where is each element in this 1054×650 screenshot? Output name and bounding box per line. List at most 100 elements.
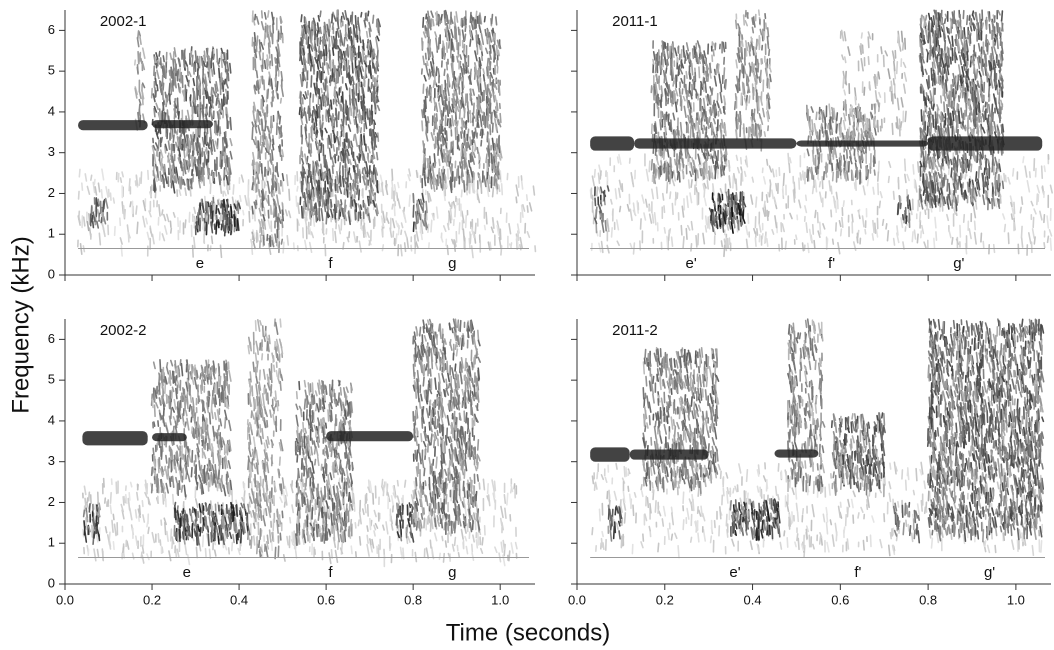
spectral-streak (433, 113, 436, 122)
spectral-streak (376, 74, 379, 81)
spectral-streak (345, 163, 349, 173)
spectral-streak (195, 142, 199, 156)
spectral-streak (225, 216, 228, 224)
spectral-streak (685, 70, 688, 80)
spectral-streak (343, 36, 346, 47)
spectral-streak (453, 240, 457, 247)
spectral-streak (487, 138, 491, 151)
spectral-streak (341, 12, 346, 20)
spectral-streak (435, 37, 439, 51)
spectral-streak (488, 31, 493, 43)
spectral-streak (305, 123, 308, 132)
spectral-streak (381, 228, 384, 237)
spectral-streak (441, 135, 445, 146)
spectral-streak (276, 80, 279, 92)
spectral-streak (364, 60, 368, 68)
spectral-streak (315, 110, 319, 119)
spectral-streak (927, 12, 931, 21)
spectral-streak (225, 73, 229, 84)
spectral-streak (138, 98, 142, 106)
spectral-streak (377, 18, 381, 28)
spectral-streak (251, 126, 254, 141)
spectral-streak (455, 168, 459, 182)
spectral-streak (692, 159, 697, 170)
spectral-streak (735, 191, 738, 202)
y-axis-label: Frequency (kHz) (7, 236, 34, 413)
spectral-streak (715, 211, 718, 218)
spectral-streak (316, 29, 319, 38)
spectral-streak (232, 184, 235, 195)
spectral-streak (500, 245, 503, 256)
spectral-streak (206, 165, 210, 175)
spectral-streak (464, 214, 468, 229)
spectral-streak (600, 240, 604, 254)
spectral-streak (340, 124, 343, 131)
spectral-streak (715, 155, 719, 169)
spectral-streak (768, 184, 772, 198)
spectral-streak (499, 170, 502, 183)
spectral-streak (142, 63, 146, 71)
spectral-streak (200, 210, 204, 222)
spectral-streak (892, 190, 895, 200)
spectral-streak (676, 162, 679, 174)
spectral-streak (679, 68, 684, 75)
spectral-streak (686, 148, 690, 156)
spectral-streak (425, 200, 428, 214)
spectral-streak (362, 100, 366, 111)
spectral-streak (403, 212, 407, 223)
spectral-streak (335, 107, 338, 118)
spectral-streak (781, 223, 785, 233)
spectral-streak (190, 134, 193, 145)
spectral-streak (201, 104, 205, 118)
spectral-streak (121, 171, 124, 178)
spectral-streak (721, 164, 725, 176)
spectral-streak (463, 107, 466, 119)
spectral-streak (347, 59, 350, 69)
spectral-streak (679, 163, 682, 172)
spectral-streak (745, 225, 749, 236)
spectral-streak (270, 53, 274, 67)
spectral-streak (650, 158, 654, 171)
spectral-streak (134, 180, 137, 187)
spectral-streak (220, 47, 224, 54)
spectral-streak (281, 181, 284, 192)
spectral-streak (739, 113, 742, 126)
spectral-streak (447, 39, 451, 49)
spectral-streak (142, 199, 147, 212)
spectral-streak (432, 18, 435, 27)
spectral-streak (96, 209, 101, 221)
spectral-streak (222, 208, 225, 223)
spectral-streak (421, 109, 424, 119)
spectral-streak (659, 165, 662, 178)
spectral-streak (362, 93, 365, 105)
spectral-streak (325, 158, 329, 171)
spectral-streak (265, 89, 268, 103)
spectral-streak (959, 92, 962, 99)
spectral-streak (308, 143, 311, 150)
spectral-streak (689, 90, 693, 100)
spectral-streak (478, 56, 482, 67)
spectral-streak (1036, 184, 1041, 194)
spectral-streak (370, 155, 374, 165)
spectral-streak (497, 153, 502, 161)
spectral-streak (220, 202, 223, 209)
spectral-streak (684, 83, 688, 95)
spectral-streak (748, 50, 751, 57)
spectral-streak (361, 87, 366, 99)
spectral-streak (643, 212, 647, 221)
spectral-streak (276, 194, 280, 207)
spectral-streak (457, 26, 460, 36)
spectral-streak (485, 153, 488, 164)
spectral-streak (271, 233, 275, 245)
spectral-streak (690, 243, 693, 252)
spectral-streak (670, 58, 673, 67)
spectral-streak (313, 82, 317, 96)
spectral-streak (829, 116, 832, 130)
spectral-streak (435, 102, 439, 113)
spectral-streak (709, 121, 712, 128)
spectral-streak (873, 169, 876, 176)
spectral-streak (431, 70, 434, 77)
spectral-streak (258, 188, 261, 198)
spectral-streak (618, 187, 621, 199)
spectral-streak (456, 105, 460, 112)
